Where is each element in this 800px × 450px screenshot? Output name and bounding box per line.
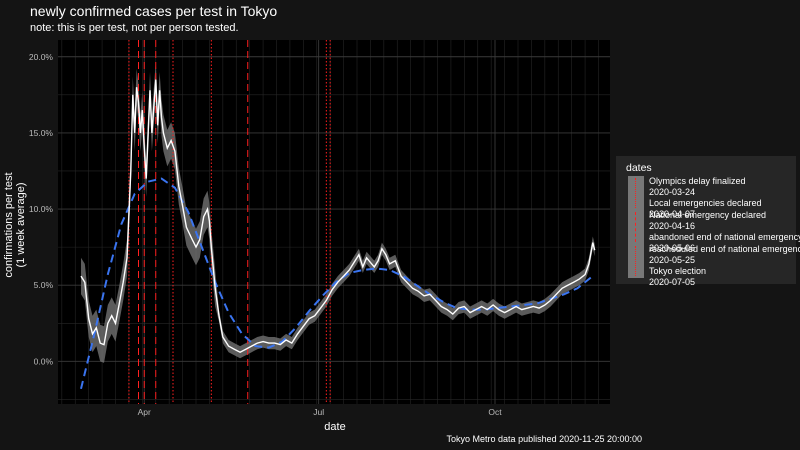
chart-caption: Tokyo Metro data published 2020-11-25 20… (446, 434, 642, 444)
y-tick-label: 0.0% (34, 356, 54, 366)
legend-date-label: 2020-05-06 (649, 243, 696, 253)
y-tick-label: 20.0% (29, 52, 54, 62)
legend-event-label: abandoned end of national emergency (649, 232, 800, 242)
legend-item: National emergency declared 2020-04-16 a… (616, 210, 800, 253)
legend-item: rescheduled end of national emergency 20… (616, 244, 800, 287)
x-tick-labels: Apr Jul Oct (138, 407, 503, 417)
legend-event-label: Tokyo election (649, 266, 707, 276)
y-tick-label: 5.0% (34, 280, 54, 290)
legend-item: Olympics delay finalized 2020-03-24 (616, 176, 796, 210)
y-tick-label: 10.0% (29, 204, 54, 214)
legend-date-label: 2020-04-16 (649, 221, 696, 231)
legend-key-swatch (628, 176, 644, 210)
x-tick-label: Oct (488, 407, 502, 417)
legend-key-swatch (628, 210, 644, 244)
legend-event-label: National emergency declared (649, 210, 767, 220)
x-axis-label: date (324, 421, 345, 433)
legend-event-label: rescheduled end of national emergency (649, 244, 800, 254)
x-tick-label: Jul (313, 407, 324, 417)
chart-subtitle: note: this is per test, not per person t… (30, 22, 239, 34)
legend-event-label: Olympics delay finalized (649, 176, 746, 186)
legend-date-label: 2020-03-24 (649, 187, 696, 197)
observed-line (80, 79, 596, 353)
legend-key-swatch (628, 244, 644, 278)
y-tick-label: 15.0% (29, 128, 54, 138)
y-tick-labels: 0.0% 5.0% 10.0% 15.0% 20.0% (29, 52, 54, 367)
x-tick-label: Apr (138, 407, 151, 417)
trend-line (80, 177, 592, 390)
y-axis-label: confirmations per test(1 week average) (3, 172, 27, 277)
legend-title: dates (626, 162, 652, 174)
legend: dates Olympics delay finalized 2020-03-2… (616, 156, 800, 287)
chart-title: newly confirmed cases per test in Tokyo (30, 3, 278, 19)
legend-date-label: 2020-05-25 (649, 255, 696, 265)
legend-date-label: 2020-07-05 (649, 277, 696, 287)
